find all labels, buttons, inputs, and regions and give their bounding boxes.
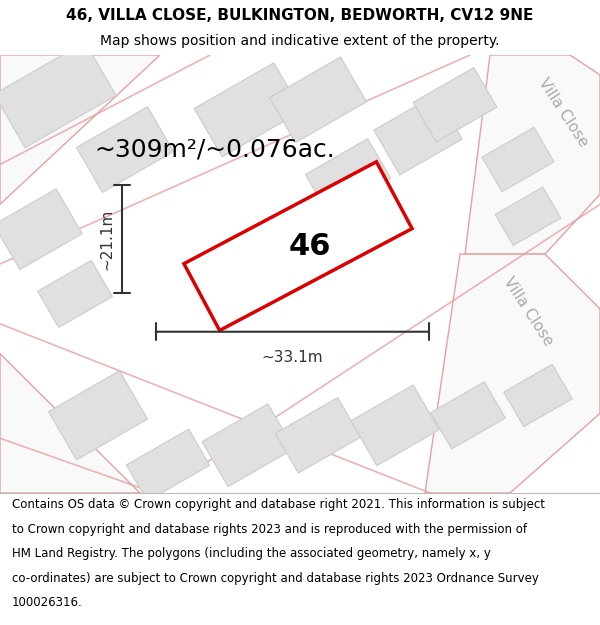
Text: Map shows position and indicative extent of the property.: Map shows position and indicative extent… [100,34,500,48]
Polygon shape [0,55,600,493]
Polygon shape [194,62,302,157]
Polygon shape [425,254,600,493]
Polygon shape [0,354,140,493]
Polygon shape [38,261,112,328]
Polygon shape [495,187,561,246]
Text: ~33.1m: ~33.1m [262,349,323,364]
Text: Villa Close: Villa Close [535,76,591,150]
Polygon shape [184,162,412,331]
Polygon shape [269,57,367,142]
Text: 46, VILLA CLOSE, BULKINGTON, BEDWORTH, CV12 9NE: 46, VILLA CLOSE, BULKINGTON, BEDWORTH, C… [67,8,533,23]
Text: ~309m²/~0.076ac.: ~309m²/~0.076ac. [95,138,335,162]
Text: ~21.1m: ~21.1m [99,209,114,270]
Polygon shape [0,189,82,269]
Text: Villa Close: Villa Close [500,275,556,349]
Polygon shape [127,429,209,501]
Polygon shape [482,127,554,192]
Text: 46: 46 [289,232,331,261]
Text: Contains OS data © Crown copyright and database right 2021. This information is : Contains OS data © Crown copyright and d… [12,498,545,511]
Polygon shape [431,382,505,449]
Polygon shape [275,398,361,473]
Polygon shape [504,364,572,427]
Polygon shape [351,385,439,466]
Polygon shape [202,404,294,486]
Text: 100026316.: 100026316. [12,596,83,609]
Polygon shape [374,94,462,175]
Text: HM Land Registry. The polygons (including the associated geometry, namely x, y: HM Land Registry. The polygons (includin… [12,547,491,560]
Text: to Crown copyright and database rights 2023 and is reproduced with the permissio: to Crown copyright and database rights 2… [12,522,527,536]
Polygon shape [76,107,173,192]
Polygon shape [49,371,148,460]
Polygon shape [0,42,116,148]
Polygon shape [0,55,160,204]
Polygon shape [413,68,497,142]
Text: co-ordinates) are subject to Crown copyright and database rights 2023 Ordnance S: co-ordinates) are subject to Crown copyr… [12,571,539,584]
Polygon shape [305,139,391,214]
Polygon shape [465,55,600,254]
